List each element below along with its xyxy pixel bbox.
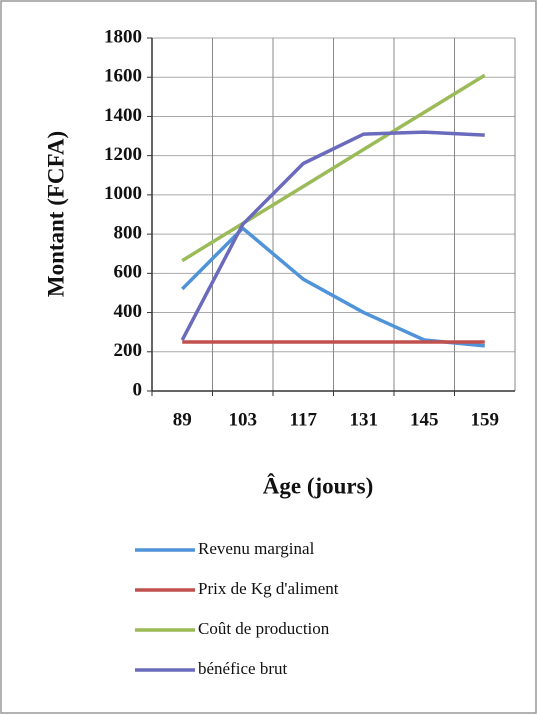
x-tick-label: 145	[410, 409, 439, 430]
y-tick-label: 400	[114, 301, 143, 322]
legend-label: bénéfice brut	[198, 659, 287, 678]
y-axis-title: Montant (FCFA)	[43, 131, 68, 297]
series-line	[181, 73, 486, 263]
x-tick-label: 117	[290, 409, 318, 430]
y-tick-label: 1800	[104, 26, 142, 47]
y-tick-label: 1600	[104, 66, 142, 87]
x-tick-label: 103	[229, 409, 258, 430]
x-tick-label: 89	[173, 409, 192, 430]
x-tick-label: 131	[350, 409, 379, 430]
y-tick-label: 1400	[104, 105, 142, 126]
series-line	[180, 130, 485, 341]
x-tick-label: 159	[471, 409, 500, 430]
y-tick-label: 600	[114, 262, 143, 283]
y-tick-label: 1200	[104, 144, 142, 165]
legend-label: Prix de Kg d'aliment	[198, 579, 339, 598]
legend-label: Coût de production	[198, 619, 330, 638]
y-tick-label: 800	[114, 222, 143, 243]
y-tick-label: 1000	[104, 183, 142, 204]
y-tick-label: 200	[114, 340, 143, 361]
y-tick-label: 0	[133, 379, 143, 400]
x-axis-title: Âge (jours)	[263, 472, 374, 498]
legend-label: Revenu marginal	[198, 539, 315, 558]
